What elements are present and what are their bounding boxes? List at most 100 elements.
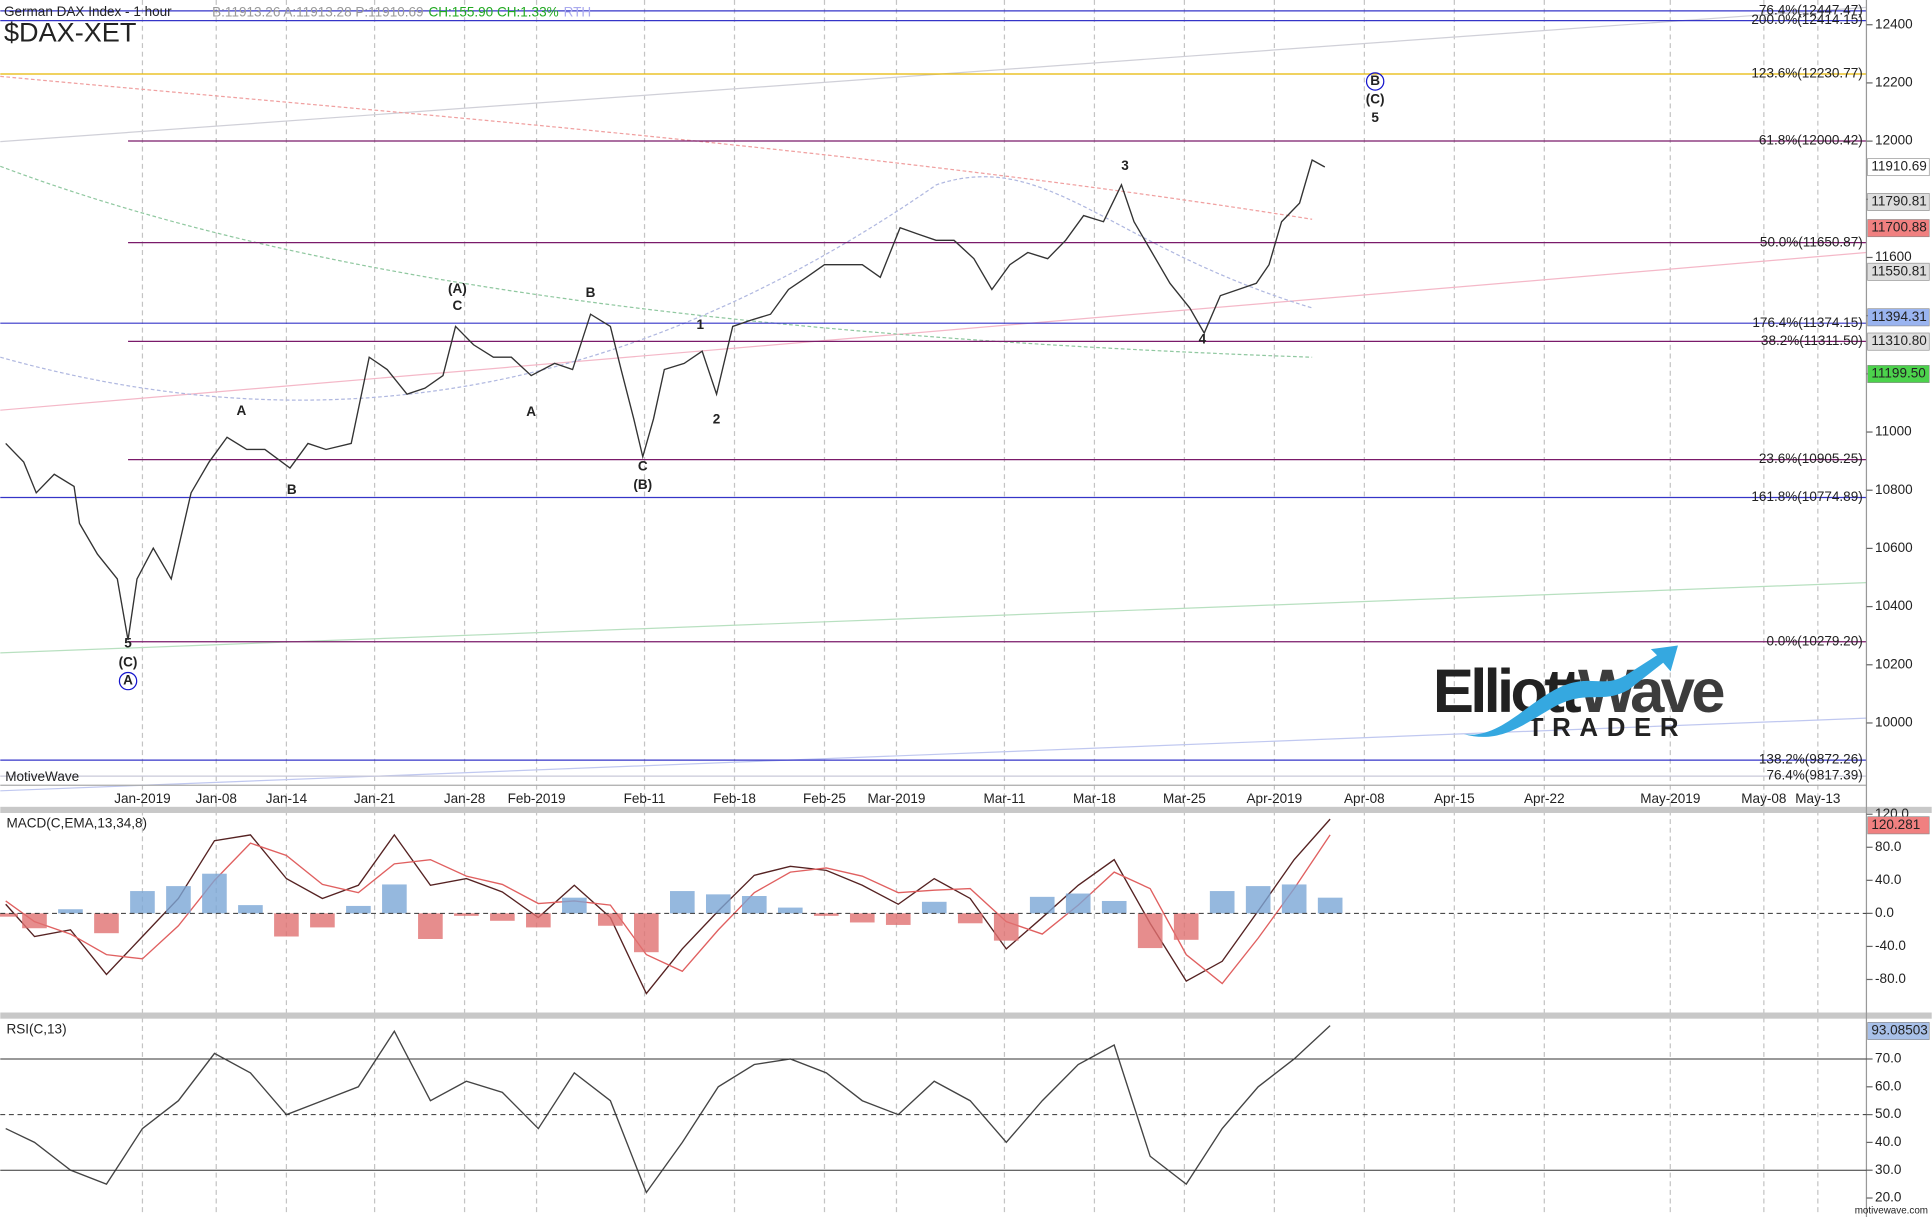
y-tick-label: 10600 <box>1875 540 1913 555</box>
logo-swoosh <box>1463 645 1678 737</box>
x-tick-label: Mar-18 <box>1073 791 1116 806</box>
histogram-bar <box>957 913 983 924</box>
wave-circle <box>118 671 138 691</box>
histogram-bar <box>741 896 767 914</box>
histogram-bar <box>526 913 551 928</box>
wave-label: 5 <box>124 636 132 651</box>
moving-average <box>0 176 1313 401</box>
fib-level-label: 138.2%(9872.26) <box>1759 752 1863 767</box>
histogram-bar <box>22 913 47 929</box>
data-line <box>5 818 1331 995</box>
y-tick-label: 10000 <box>1875 715 1913 730</box>
price-tag <box>1867 193 1930 211</box>
wave-label: (C) <box>119 654 138 669</box>
histogram-bar <box>993 913 1019 941</box>
x-tick-label: Feb-11 <box>624 791 666 806</box>
trendline <box>0 717 1867 792</box>
y-tick-label: -40.0 <box>1875 938 1906 953</box>
wave-label: B <box>287 482 297 497</box>
x-tick-label: May-13 <box>1795 791 1840 806</box>
moving-average <box>0 165 1313 358</box>
y-tick-label: 12400 <box>1875 16 1913 31</box>
y-tick-label: 10800 <box>1875 482 1913 497</box>
x-tick-label: Apr-2019 <box>1247 791 1303 806</box>
histogram-bar <box>1209 891 1235 914</box>
y-tick-label: 10400 <box>1875 598 1913 613</box>
price-tag-label: 11790.81 <box>1871 194 1926 209</box>
fib-level-label: 0.0%(10279.20) <box>1766 633 1862 648</box>
wave-label: (C) <box>1366 91 1385 106</box>
symbol: $DAX-XET <box>4 17 136 48</box>
x-tick-label: Mar-25 <box>1163 791 1206 806</box>
histogram-bar <box>813 913 839 916</box>
fib-level-label: 161.8%(10774.89) <box>1751 489 1862 504</box>
fib-level-label: 200.0%(12414.15) <box>1751 12 1862 27</box>
x-tick-label: Jan-08 <box>196 791 237 806</box>
price-tag <box>1867 308 1930 327</box>
trendline <box>0 251 1867 411</box>
price-tag <box>1867 219 1930 238</box>
wave-label: 1 <box>697 317 705 332</box>
histogram-bar <box>490 913 515 921</box>
histogram-bar <box>634 913 659 953</box>
price-tag <box>1867 365 1930 383</box>
histogram-bar <box>1065 893 1091 914</box>
histogram-bar <box>1281 884 1307 914</box>
y-tick-label: 60.0 <box>1875 1078 1901 1093</box>
price-tag-label: 11310.80 <box>1871 333 1926 348</box>
chart-title: German DAX Index - 1 hour <box>4 4 172 19</box>
panel <box>0 818 1343 995</box>
wave-label: A <box>526 404 536 419</box>
histogram-bar <box>166 886 191 914</box>
price-tag-label: 11550.81 <box>1871 263 1926 278</box>
price-tag <box>1867 158 1930 177</box>
panel <box>5 1025 1331 1194</box>
histogram-bar <box>921 901 947 914</box>
x-tick-label: Jan-28 <box>444 791 485 806</box>
fib-level-label: 61.8%(12000.42) <box>1759 133 1863 148</box>
y-tick-label: 40.0 <box>1875 872 1901 887</box>
price-tag-label: 120.281 <box>1871 817 1920 832</box>
wave-label: B <box>1370 73 1380 88</box>
wave-label: (A) <box>448 281 467 296</box>
price-tag <box>1867 1022 1930 1040</box>
histogram-bar <box>1245 886 1271 914</box>
rsi-title: RSI(C,13) <box>6 1021 66 1036</box>
histogram-bar <box>1137 913 1163 949</box>
quote-line: B:11913.26 A:11913.28 P:11910.69 CH:155.9… <box>212 4 591 19</box>
x-tick-label: May-08 <box>1741 791 1786 806</box>
histogram-bar <box>130 891 155 914</box>
panel-separator <box>0 1012 1932 1019</box>
grid <box>141 0 1819 1214</box>
wave-label: (B) <box>633 477 652 492</box>
x-tick-label: Mar-11 <box>984 791 1026 806</box>
y-tick-label: 70.0 <box>1875 1051 1901 1066</box>
footer: motivewave.com <box>1855 1205 1928 1216</box>
price-tag-label: 11394.31 <box>1871 309 1926 324</box>
fib-level-label: 38.2%(11311.50) <box>1761 333 1863 348</box>
wave-label: 4 <box>1199 332 1207 347</box>
y-tick-label: 40.0 <box>1875 1134 1901 1149</box>
wave-label: 2 <box>713 412 721 427</box>
price-tag-label: 11700.88 <box>1871 220 1926 235</box>
fib-level-label: 76.4%(12447.47) <box>1759 2 1863 17</box>
logo-tagline: TRADER <box>1528 714 1687 742</box>
panel-border <box>0 784 1867 786</box>
price-tag <box>1867 262 1930 281</box>
histogram-bar <box>346 905 371 914</box>
histogram-bar <box>0 913 18 917</box>
panel-separator <box>0 806 1932 813</box>
histogram-bar <box>1317 897 1343 914</box>
histogram-bar <box>238 905 263 914</box>
fib-level-label: 50.0%(11650.87) <box>1760 234 1863 249</box>
histogram-bar <box>310 913 335 928</box>
x-tick-label: Apr-22 <box>1524 791 1565 806</box>
quote-part: CH:155.90 CH:1.33% <box>429 4 559 19</box>
y-tick-label: 0.0 <box>1875 905 1894 920</box>
histogram-bar <box>705 894 731 914</box>
macd-title: MACD(C,EMA,13,34,8) <box>6 816 147 831</box>
x-tick-label: Feb-2019 <box>508 791 566 806</box>
